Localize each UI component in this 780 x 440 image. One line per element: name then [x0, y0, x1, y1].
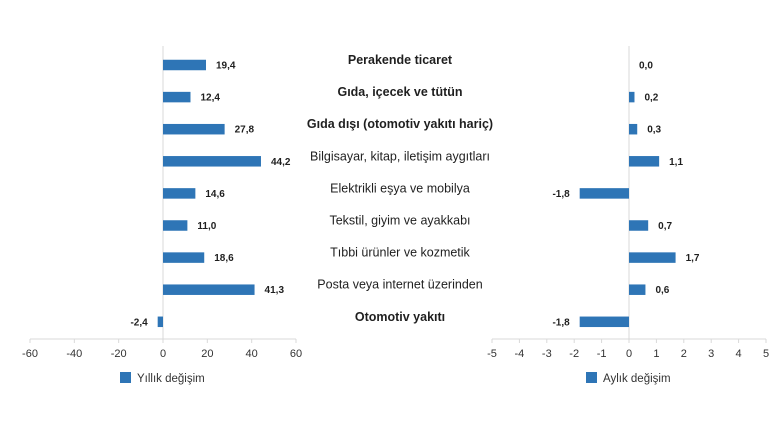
monthly-data-label: 0,7 — [658, 221, 672, 232]
annual-legend-label: Yıllık değişim — [137, 373, 205, 385]
monthly-tick-label: -4 — [515, 348, 525, 360]
monthly-tick-label: 0 — [626, 348, 632, 360]
annual-bar — [163, 284, 255, 295]
annual-tick-label: 20 — [201, 348, 213, 360]
category-labels: Perakende ticaret Gıda, içecek ve tütün Gı… — [307, 53, 493, 324]
category-label: Tekstil, giyim ve ayakkabı — [329, 214, 470, 228]
category-label: Gıda, içecek ve tütün — [337, 85, 462, 99]
monthly-tick-label: 1 — [653, 348, 659, 360]
category-label: Otomotiv yakıtı — [355, 310, 445, 324]
category-label: Elektrikli eşya ve mobilya — [330, 181, 470, 195]
annual-bar — [163, 123, 225, 135]
monthly-legend: Aylık değişim — [586, 372, 671, 385]
monthly-legend-label: Aylık değişim — [603, 373, 671, 385]
category-label: Bilgisayar, kitap, iletişim aygıtları — [310, 149, 490, 163]
monthly-data-label: 0,6 — [655, 285, 669, 296]
annual-data-label: 27,8 — [235, 125, 255, 136]
annual-data-label: 18,6 — [214, 253, 234, 264]
annual-data-label: -2,4 — [130, 317, 148, 328]
monthly-bar — [579, 316, 629, 328]
monthly-tick-label: -3 — [542, 348, 552, 360]
annual-bar — [163, 252, 205, 263]
annual-bar — [163, 156, 261, 167]
monthly-tick-label: -2 — [569, 348, 579, 360]
annual-data-label: 19,4 — [216, 61, 236, 72]
category-label: Posta veya internet üzerinden — [317, 278, 482, 292]
monthly-data-label: -1,8 — [552, 317, 570, 328]
monthly-tick-label: 3 — [708, 348, 714, 360]
annual-data-label: 11,0 — [197, 221, 216, 232]
annual-tick-label: 40 — [246, 348, 258, 360]
monthly-data-label: 1,7 — [686, 253, 700, 264]
annual-data-label: 41,3 — [265, 285, 285, 296]
monthly-tick-label: 5 — [763, 348, 769, 360]
annual-bar — [163, 59, 207, 71]
monthly-bar — [629, 156, 660, 167]
monthly-tick-label: -1 — [597, 348, 607, 360]
monthly-legend-swatch — [586, 372, 597, 383]
monthly-data-label: -1,8 — [552, 189, 570, 200]
monthly-bar — [629, 252, 676, 263]
monthly-data-label: 0,0 — [639, 61, 653, 72]
annual-data-label: 14,6 — [205, 189, 225, 200]
annual-change-panel: -60 -40 -20 0 20 40 60 19,4 12,4 27,8 44,2 14,6 11,0… — [22, 46, 302, 360]
category-label: Perakende ticaret — [348, 53, 453, 67]
annual-tick-label: 0 — [160, 348, 166, 360]
monthly-data-label: 1,1 — [669, 157, 683, 168]
annual-data-label: 44,2 — [271, 157, 291, 168]
category-label: Gıda dışı (otomotiv yakıtı hariç) — [307, 117, 493, 131]
monthly-tick-label: -5 — [487, 348, 497, 360]
monthly-bar — [629, 220, 649, 231]
annual-bar — [163, 91, 191, 103]
annual-tick-label: -40 — [66, 348, 82, 360]
monthly-data-label: 0,2 — [644, 93, 658, 104]
monthly-change-panel: -5 -4 -3 -2 -1 0 1 2 3 4 5 0,0 0,2 0,3 1,1 -1,8 0,7 1,7 0,… — [487, 46, 769, 360]
monthly-bar — [629, 284, 646, 295]
monthly-tick-label: 4 — [736, 348, 742, 360]
annual-bar — [163, 188, 196, 199]
monthly-bar — [629, 91, 635, 103]
monthly-tick-label: 2 — [681, 348, 687, 360]
monthly-data-label: 0,3 — [647, 125, 661, 136]
monthly-bar — [629, 123, 638, 135]
annual-tick-label: -20 — [111, 348, 127, 360]
annual-tick-label: 60 — [290, 348, 302, 360]
category-label: Tıbbi ürünler ve kozmetik — [330, 246, 470, 260]
monthly-bar — [579, 188, 629, 199]
annual-tick-label: -60 — [22, 348, 38, 360]
annual-bar — [163, 220, 188, 231]
annual-legend: Yıllık değişim — [120, 372, 205, 385]
annual-legend-swatch — [120, 372, 131, 383]
annual-bar — [157, 316, 163, 328]
annual-data-label: 12,4 — [200, 93, 220, 104]
